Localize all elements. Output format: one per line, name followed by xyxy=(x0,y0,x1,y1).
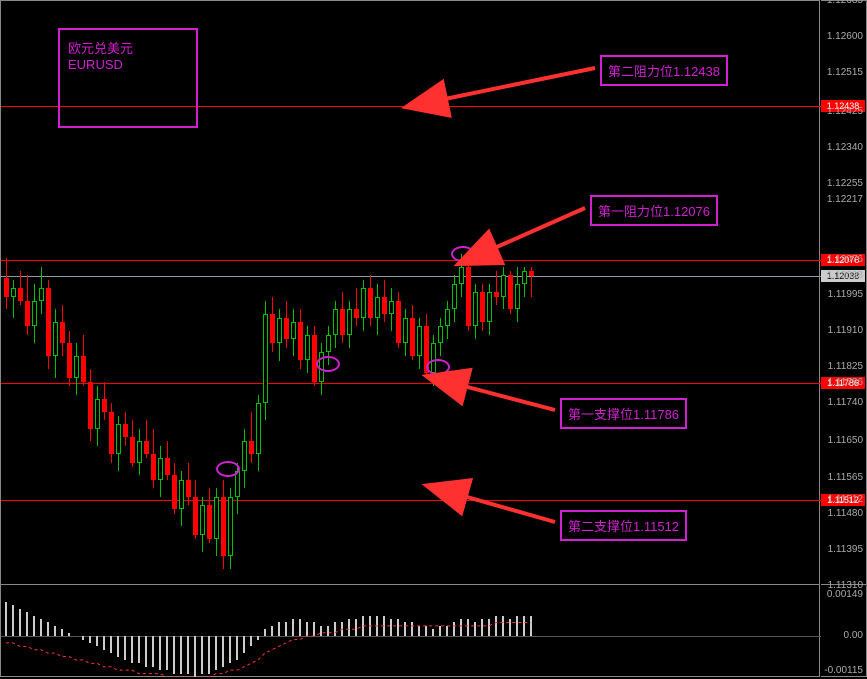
candle xyxy=(354,1,359,586)
candle xyxy=(340,1,345,586)
y-tick-label: 1.12340 xyxy=(827,142,863,153)
candle xyxy=(529,1,534,586)
y-tick-label: 1.11512 xyxy=(828,494,863,505)
y-tick-label: 1.11650 xyxy=(828,435,863,446)
candle xyxy=(480,1,485,586)
candle xyxy=(473,1,478,586)
y-tick-label: 1.12600 xyxy=(827,31,863,42)
y-tick-label: 1.11825 xyxy=(828,361,863,372)
candle xyxy=(305,1,310,586)
highlight-ellipse xyxy=(216,461,240,477)
candle xyxy=(410,1,415,586)
candle xyxy=(382,1,387,586)
candle xyxy=(508,1,513,586)
y-tick-label: 1.11740 xyxy=(828,397,863,408)
candle xyxy=(263,1,268,586)
macd-panel[interactable] xyxy=(0,585,820,677)
candle xyxy=(333,1,338,586)
y-axis: 1.12685 1.12600 1.12515 1.12425 1.12340 1.122… xyxy=(821,0,867,585)
y-tick-label: 1.12076 xyxy=(827,254,863,265)
candle xyxy=(424,1,429,586)
macd-axis-label: 0.00149 xyxy=(827,589,863,600)
candle xyxy=(459,1,464,586)
y-tick-label: 1.12038 xyxy=(827,270,863,281)
candle xyxy=(228,1,233,586)
candle xyxy=(270,1,275,586)
candle xyxy=(319,1,324,586)
candle xyxy=(46,1,51,586)
y-tick-label: 1.12425 xyxy=(827,106,863,117)
candle xyxy=(403,1,408,586)
y-tick-label: 1.11480 xyxy=(828,508,863,519)
candle xyxy=(431,1,436,586)
candle xyxy=(494,1,499,586)
forex-chart: 1.124381.120761.120381.117861.11512 1.12… xyxy=(0,0,867,679)
highlight-ellipse xyxy=(426,359,450,375)
candle xyxy=(501,1,506,586)
y-tick-label: 1.11395 xyxy=(828,544,863,555)
candle xyxy=(291,1,296,586)
candle xyxy=(11,1,16,586)
candle xyxy=(298,1,303,586)
y-tick-label: 1.11995 xyxy=(828,289,863,300)
annotation-support-2: 第二支撑位1.11512 xyxy=(560,510,687,541)
macd-signal-layer xyxy=(1,585,821,677)
annotation-resistance-2: 第二阻力位1.12438 xyxy=(600,55,728,86)
y-tick-label: 1.12515 xyxy=(827,67,863,78)
title-line2: EURUSD xyxy=(68,57,188,72)
title-box: 欧元兑美元 EURUSD xyxy=(58,28,198,128)
highlight-ellipse xyxy=(451,246,475,262)
candle xyxy=(242,1,247,586)
candle xyxy=(375,1,380,586)
candle xyxy=(207,1,212,586)
annotation-support-1: 第一支撑位1.11786 xyxy=(560,398,687,429)
highlight-ellipse xyxy=(316,356,340,372)
macd-axis-label: -0.00115 xyxy=(824,665,863,676)
candle xyxy=(277,1,282,586)
candle xyxy=(326,1,331,586)
candle xyxy=(18,1,23,586)
candle xyxy=(466,1,471,586)
candle xyxy=(438,1,443,586)
candle xyxy=(368,1,373,586)
candle xyxy=(200,1,205,586)
candle xyxy=(256,1,261,586)
candle xyxy=(389,1,394,586)
candle xyxy=(487,1,492,586)
y-tick-label: 1.12255 xyxy=(827,178,863,189)
title-line1: 欧元兑美元 xyxy=(68,38,188,57)
candle xyxy=(235,1,240,586)
candle xyxy=(417,1,422,586)
candle xyxy=(221,1,226,586)
candle xyxy=(361,1,366,586)
candle xyxy=(312,1,317,586)
candle xyxy=(452,1,457,586)
candle xyxy=(284,1,289,586)
candle xyxy=(32,1,37,586)
candle xyxy=(347,1,352,586)
macd-axis-label: 0.00 xyxy=(844,630,863,641)
y-tick-label: 1.11786 xyxy=(828,377,863,388)
candle xyxy=(522,1,527,586)
y-tick-label: 1.11565 xyxy=(828,472,863,483)
annotation-resistance-1: 第一阻力位1.12076 xyxy=(590,195,718,226)
y-tick-label: 1.12685 xyxy=(827,0,863,6)
macd-axis: 0.00149 0.00 -0.00115 xyxy=(821,585,867,677)
y-tick-label: 1.11910 xyxy=(828,325,863,336)
y-tick-label: 1.12217 xyxy=(827,194,863,205)
candle xyxy=(515,1,520,586)
candle xyxy=(25,1,30,586)
candle xyxy=(4,1,9,586)
candle xyxy=(214,1,219,586)
candle xyxy=(249,1,254,586)
candle xyxy=(39,1,44,586)
candle xyxy=(396,1,401,586)
candle xyxy=(445,1,450,586)
